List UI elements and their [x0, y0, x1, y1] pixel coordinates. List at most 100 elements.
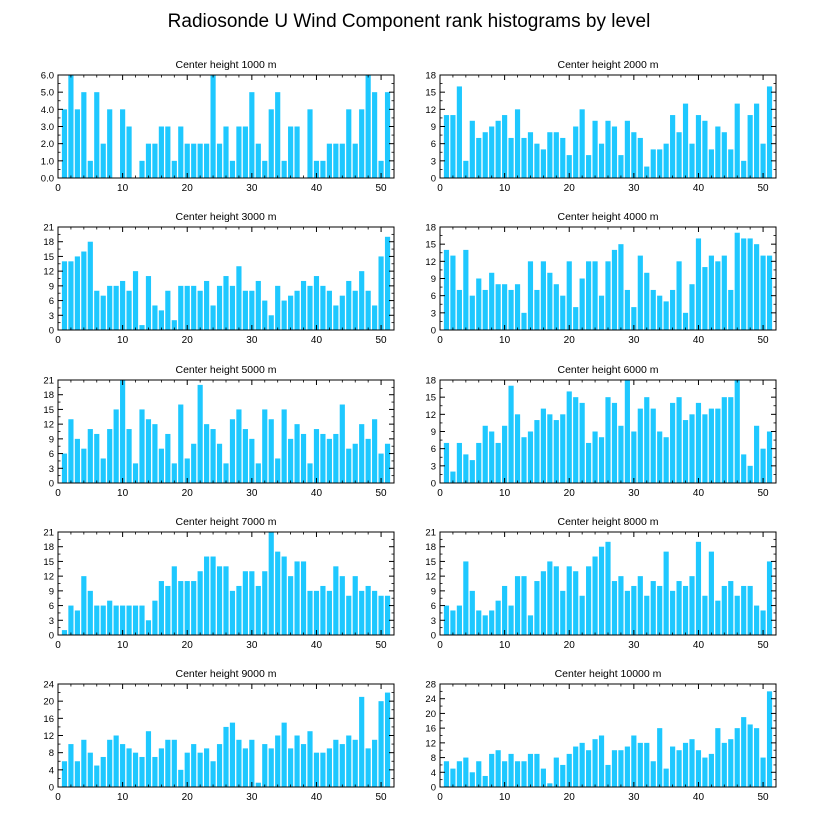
bar [734, 232, 740, 330]
bar [81, 251, 87, 330]
panel-title: Center height 7000 m [176, 516, 277, 528]
bar [463, 160, 469, 178]
y-tick-label: 0 [49, 479, 54, 490]
bar [579, 595, 585, 635]
bar [120, 280, 126, 330]
bar [378, 256, 384, 330]
panel-title: Center height 8000 m [558, 516, 659, 528]
y-tick-label: 18 [425, 223, 436, 234]
panel-4: Center height 4000 m 0 10 20 30 40 50 0 3 6 9 12 15 1… [425, 211, 777, 346]
bar [702, 595, 708, 635]
bar [120, 380, 126, 483]
bar [560, 764, 566, 787]
bar [728, 397, 734, 483]
bar [81, 448, 87, 483]
bar [624, 120, 630, 178]
bar [741, 160, 747, 178]
bar [288, 438, 294, 483]
bar [682, 585, 689, 635]
bar [676, 132, 682, 178]
bar [637, 408, 643, 483]
bar [262, 160, 268, 178]
bar [592, 739, 598, 787]
x-tick-label: 0 [55, 640, 61, 651]
y-tick-label: 0 [431, 479, 436, 490]
bar [657, 728, 663, 787]
y-tick-label: 12 [43, 420, 54, 431]
bar [191, 581, 197, 635]
bar [650, 581, 656, 635]
bar [489, 431, 495, 483]
bar [592, 120, 598, 178]
panel-title: Center height 9000 m [176, 668, 277, 680]
y-tick-label: 12 [43, 267, 54, 278]
bar [236, 126, 242, 178]
bar [275, 285, 281, 330]
bar [514, 576, 521, 635]
bar [288, 126, 294, 178]
bar [586, 442, 592, 483]
bar [514, 414, 521, 483]
bar [313, 160, 320, 178]
bar [495, 600, 501, 635]
bar [463, 561, 469, 635]
y-tick-label: 1.0 [41, 156, 54, 167]
bar [281, 409, 287, 483]
bar [191, 744, 197, 787]
bar [754, 605, 760, 635]
bar [326, 590, 332, 635]
bar [249, 290, 255, 330]
x-tick-label: 50 [758, 640, 770, 651]
bar [611, 581, 618, 635]
bar [313, 429, 320, 483]
bar [313, 276, 320, 330]
bar [469, 295, 475, 330]
panel-3: Center height 3000 m 0 10 20 30 40 50 0 3 6 9 12 15 1… [43, 211, 395, 346]
bar [715, 408, 721, 483]
bar [262, 571, 268, 635]
bar [637, 255, 643, 330]
bar [702, 757, 708, 787]
bar [670, 402, 676, 483]
y-tick-label: 6 [49, 296, 54, 307]
bar [352, 739, 358, 787]
x-tick-label: 30 [628, 183, 640, 194]
x-tick-label: 10 [499, 183, 511, 194]
y-tick-label: 0 [49, 783, 54, 794]
x-tick-label: 50 [376, 640, 388, 651]
bar [145, 731, 152, 787]
y-tick-label: 12 [425, 410, 436, 421]
panel-6: Center height 6000 m 0 10 20 30 40 50 0 3 6 9 12 15 1… [425, 364, 777, 499]
bar [508, 385, 514, 483]
bar [547, 132, 553, 178]
bar [657, 149, 663, 178]
bar [372, 419, 378, 483]
bar [94, 290, 100, 330]
x-tick-label: 40 [693, 488, 705, 499]
bar [139, 756, 145, 787]
bar [236, 739, 242, 787]
x-tick-label: 10 [499, 640, 511, 651]
bar [534, 581, 540, 635]
bar [384, 595, 391, 635]
bar [495, 284, 501, 330]
bar [747, 585, 753, 635]
bar [352, 290, 358, 330]
bar [320, 433, 326, 483]
bar [249, 438, 255, 483]
y-tick-label: 3.0 [41, 122, 54, 133]
x-tick-label: 50 [376, 792, 388, 803]
bar [229, 285, 236, 330]
y-tick-label: 18 [43, 237, 54, 248]
bar [352, 443, 358, 483]
y-tick-label: 15 [43, 405, 54, 416]
bar [139, 160, 145, 178]
bar [262, 744, 268, 787]
x-tick-label: 0 [437, 335, 443, 346]
bar [300, 433, 307, 483]
y-tick-label: 15 [425, 557, 436, 568]
bar [81, 739, 87, 787]
bar [586, 155, 592, 178]
bar [300, 280, 307, 330]
y-tick-label: 12 [43, 731, 54, 742]
